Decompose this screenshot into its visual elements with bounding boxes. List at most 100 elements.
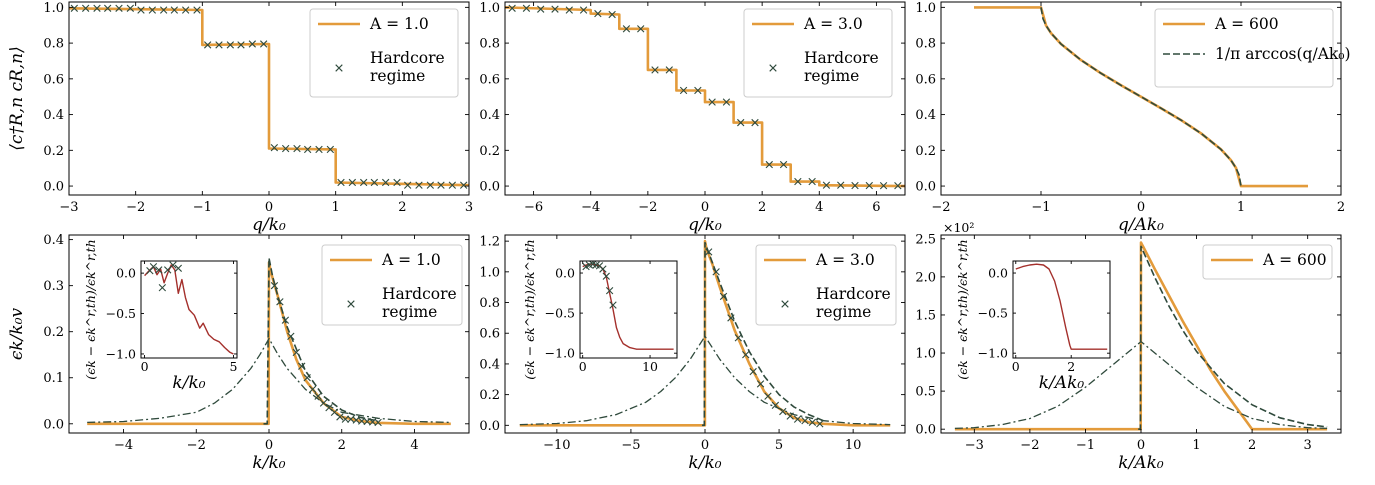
panel-f-xlabel: k/Ak₀ [1118,453,1164,473]
panel-c-xtick-label: 0 [1137,200,1145,215]
panel-d-ytick-label: 0.2 [43,325,64,340]
panel-e-inset-marker [602,272,610,280]
panel-b-legend-box [743,8,893,98]
panel-d-marker [341,415,350,423]
panel-c-legend-label: 1/π arccos(q/Ak₀) [1215,45,1351,63]
panel-d-inset-marker [149,262,158,271]
panel-e-marker [734,334,743,342]
panel-f-ytick-label: 1.0 [915,347,936,362]
panel-e-marker [756,380,765,388]
panel-d-dashed-line [263,257,379,425]
panel-d-inset-marker [174,264,183,272]
panel-d-xtick-label: 2 [338,438,346,453]
panel-a-marker [115,4,123,12]
panel-f-inset-ytick-label: −0.5 [978,306,1008,321]
panel-e-inset-marker [609,301,617,309]
panel-e-marker [816,420,824,428]
panel-d-inset-xtick-label: 0 [141,359,149,374]
panel-c-ytick-label: 0.4 [915,108,936,123]
panel-d-inset-ylabel: (ϵk − ϵk^r,th)/ϵk^r,th [83,239,98,379]
panel-c-ytick-label: 0.0 [915,180,936,195]
panel-f-ytick-label: 2.0 [915,270,936,285]
panel-b-ytick-label: 0.6 [479,72,500,87]
panel-d-ytick-label: 0.0 [43,417,64,432]
panel-b-marker [822,181,831,189]
panel-d-series [87,257,451,427]
panel-e-xlabel: k/k₀ [688,453,721,473]
panel-e-ytick-label: 0.4 [479,357,500,372]
panel-a-marker [270,143,279,152]
panel-d-xtick-label: −2 [187,438,206,453]
panel-a-marker [359,178,368,187]
panel-a-marker [137,6,145,14]
panel-f-series-line [954,241,1328,431]
panel-f-dashdot-line [954,340,1328,430]
panel-a-xtick-label: 3 [465,200,473,215]
panel-e-inset-frame [579,260,678,359]
panel-a-marker [370,178,379,187]
panel-b-marker [765,160,773,169]
panel-d-legend-marker [347,300,355,308]
panel-b-marker [865,181,873,190]
panel-a-marker [203,41,212,49]
panel-f-ytick-label: 1.5 [915,308,936,323]
panel-b-xtick-label: 0 [701,200,709,215]
panel-d-legend-label: A = 1.0 [381,251,441,269]
panel-b-marker [594,9,602,18]
panel-d-inset-xlabel: k/k₀ [172,373,205,393]
panel-b-marker [694,86,702,95]
panel-e-xtick-label: 0 [701,438,709,453]
panel-d-legend-box [321,244,463,326]
panel-b-xtick-label: −4 [581,200,600,215]
panel-c-xtick-label: −1 [1031,200,1050,215]
panel-e-series [519,239,891,428]
panel-f-inset-xtick-label: 0 [1012,359,1020,374]
panel-a-xtick-label: 2 [398,200,406,215]
panel-c-xlabel: q/Ak₀ [1118,215,1164,235]
panel-a: −3 −2 −1 0 1 2 3 0.0 0.2 0.4 0.6 0.8 1.0 q/k₀ ⟨c†R,n c… [7,1,473,235]
panel-a-marker [237,41,245,49]
panel-a-marker [448,181,457,189]
panel-a-xlabel: q/k₀ [252,215,286,235]
panel-d-marker [336,413,344,421]
panel-b-marker [622,25,631,33]
panel-a-marker [426,181,435,189]
panel-a-marker [70,4,79,12]
panel-c-ytick-label: 1.0 [915,1,936,16]
panel-f-series [954,241,1328,431]
panel-d-xtick-label: −4 [114,438,133,453]
panel-b-marker [522,4,531,12]
panel-b-marker [565,6,573,14]
panel-e-legend-box [755,244,897,326]
panel-a-series-line [69,7,469,187]
panel-e-xtick-label: −5 [621,438,640,453]
panel-d: −4 −2 0 2 4 0.0 0.1 0.2 0.3 0.4 k/k₀ ϵk/k₀v A = 1.0 H… [7,233,470,473]
panel-b-ytick-label: 0.0 [479,180,500,195]
panel-a-legend-label: A = 1.0 [369,15,429,33]
panel-b-marker [608,10,616,19]
panel-d-ytick-label: 0.1 [43,371,64,386]
panel-b-legend-label-2: regime [804,67,859,85]
panel-a-marker [193,6,201,14]
panel-a-marker [337,178,345,187]
panel-a-ytick-label: 0.8 [43,37,64,52]
panel-c-xtick-label: 1 [1237,200,1245,215]
panel-c-xtick-label: 2 [1337,200,1345,215]
panel-a-marker [181,6,190,14]
panel-f-legend-label: A = 600 [1262,251,1327,269]
panel-a-marker [415,181,423,189]
panel-b-xtick-label: −2 [638,200,657,215]
panel-b-marker [751,118,759,127]
panel-b-marker [551,5,559,13]
panel-d-marker [314,392,322,400]
panel-d-marker [374,418,382,427]
panel-f-xtick-label: 3 [1304,438,1312,453]
panel-f-inset-xlabel: k/Ak₀ [1039,373,1085,393]
panel-d-inset-ytick-label: 0.0 [116,266,136,281]
panel-d-inset-xtick-label: 5 [229,359,237,374]
panel-b-xtick-label: 6 [872,200,880,215]
panel-c-xtick-label: −2 [931,200,950,215]
panel-a-ytick-label: 0.4 [43,108,64,123]
panel-f-xtick-label: 2 [1248,438,1256,453]
panel-b-xtick-label: −6 [524,200,543,215]
